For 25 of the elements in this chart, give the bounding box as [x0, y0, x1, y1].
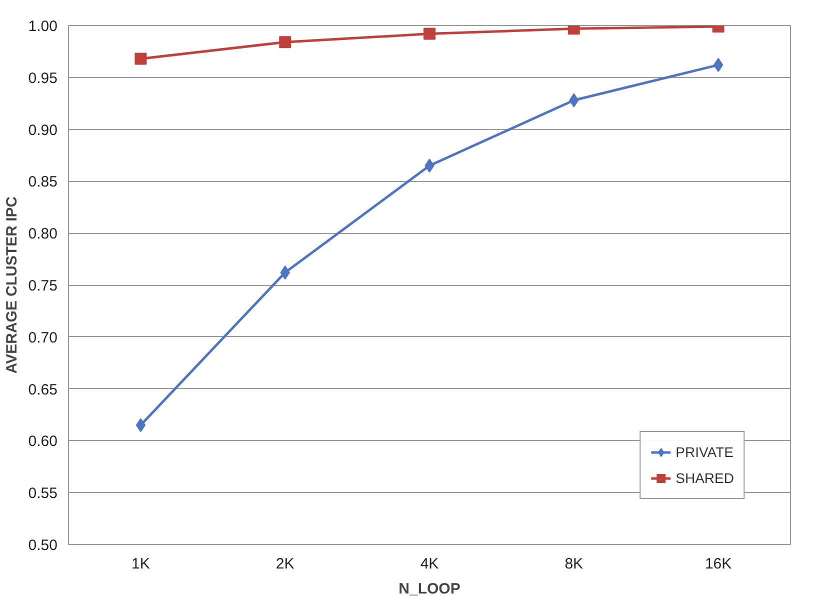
legend-label: PRIVATE [676, 444, 734, 460]
x-tick-label: 4K [420, 556, 439, 572]
y-tick-label: 0.85 [28, 174, 58, 191]
point [713, 58, 724, 72]
point [136, 418, 146, 432]
legend-label: SHARED [676, 470, 734, 486]
y-axis-title: AVERAGE CLUSTER IPC [3, 196, 20, 374]
y-tick-label: 0.80 [28, 226, 58, 243]
y-tick-label: 0.95 [28, 70, 58, 87]
y-tick-label: 0.60 [28, 433, 58, 450]
x-tick-label: 1K [132, 556, 150, 572]
y-tick-label: 1.00 [28, 18, 58, 35]
x-tick-label: 2K [276, 556, 294, 572]
y-tick-label: 0.65 [28, 381, 58, 398]
x-axis-title: N_LOOP [398, 580, 460, 598]
y-tick-label: 0.55 [28, 485, 58, 502]
x-tick-label: 8K [564, 556, 584, 572]
point [279, 36, 292, 48]
y-tick-label: 0.75 [28, 278, 58, 294]
point [424, 28, 436, 40]
y-tick-label: 0.90 [28, 122, 58, 139]
point [134, 52, 147, 65]
y-tick-label: 0.70 [28, 329, 58, 346]
y-tick-label: 0.50 [28, 537, 58, 554]
x-tick-label: 16K [704, 556, 732, 572]
